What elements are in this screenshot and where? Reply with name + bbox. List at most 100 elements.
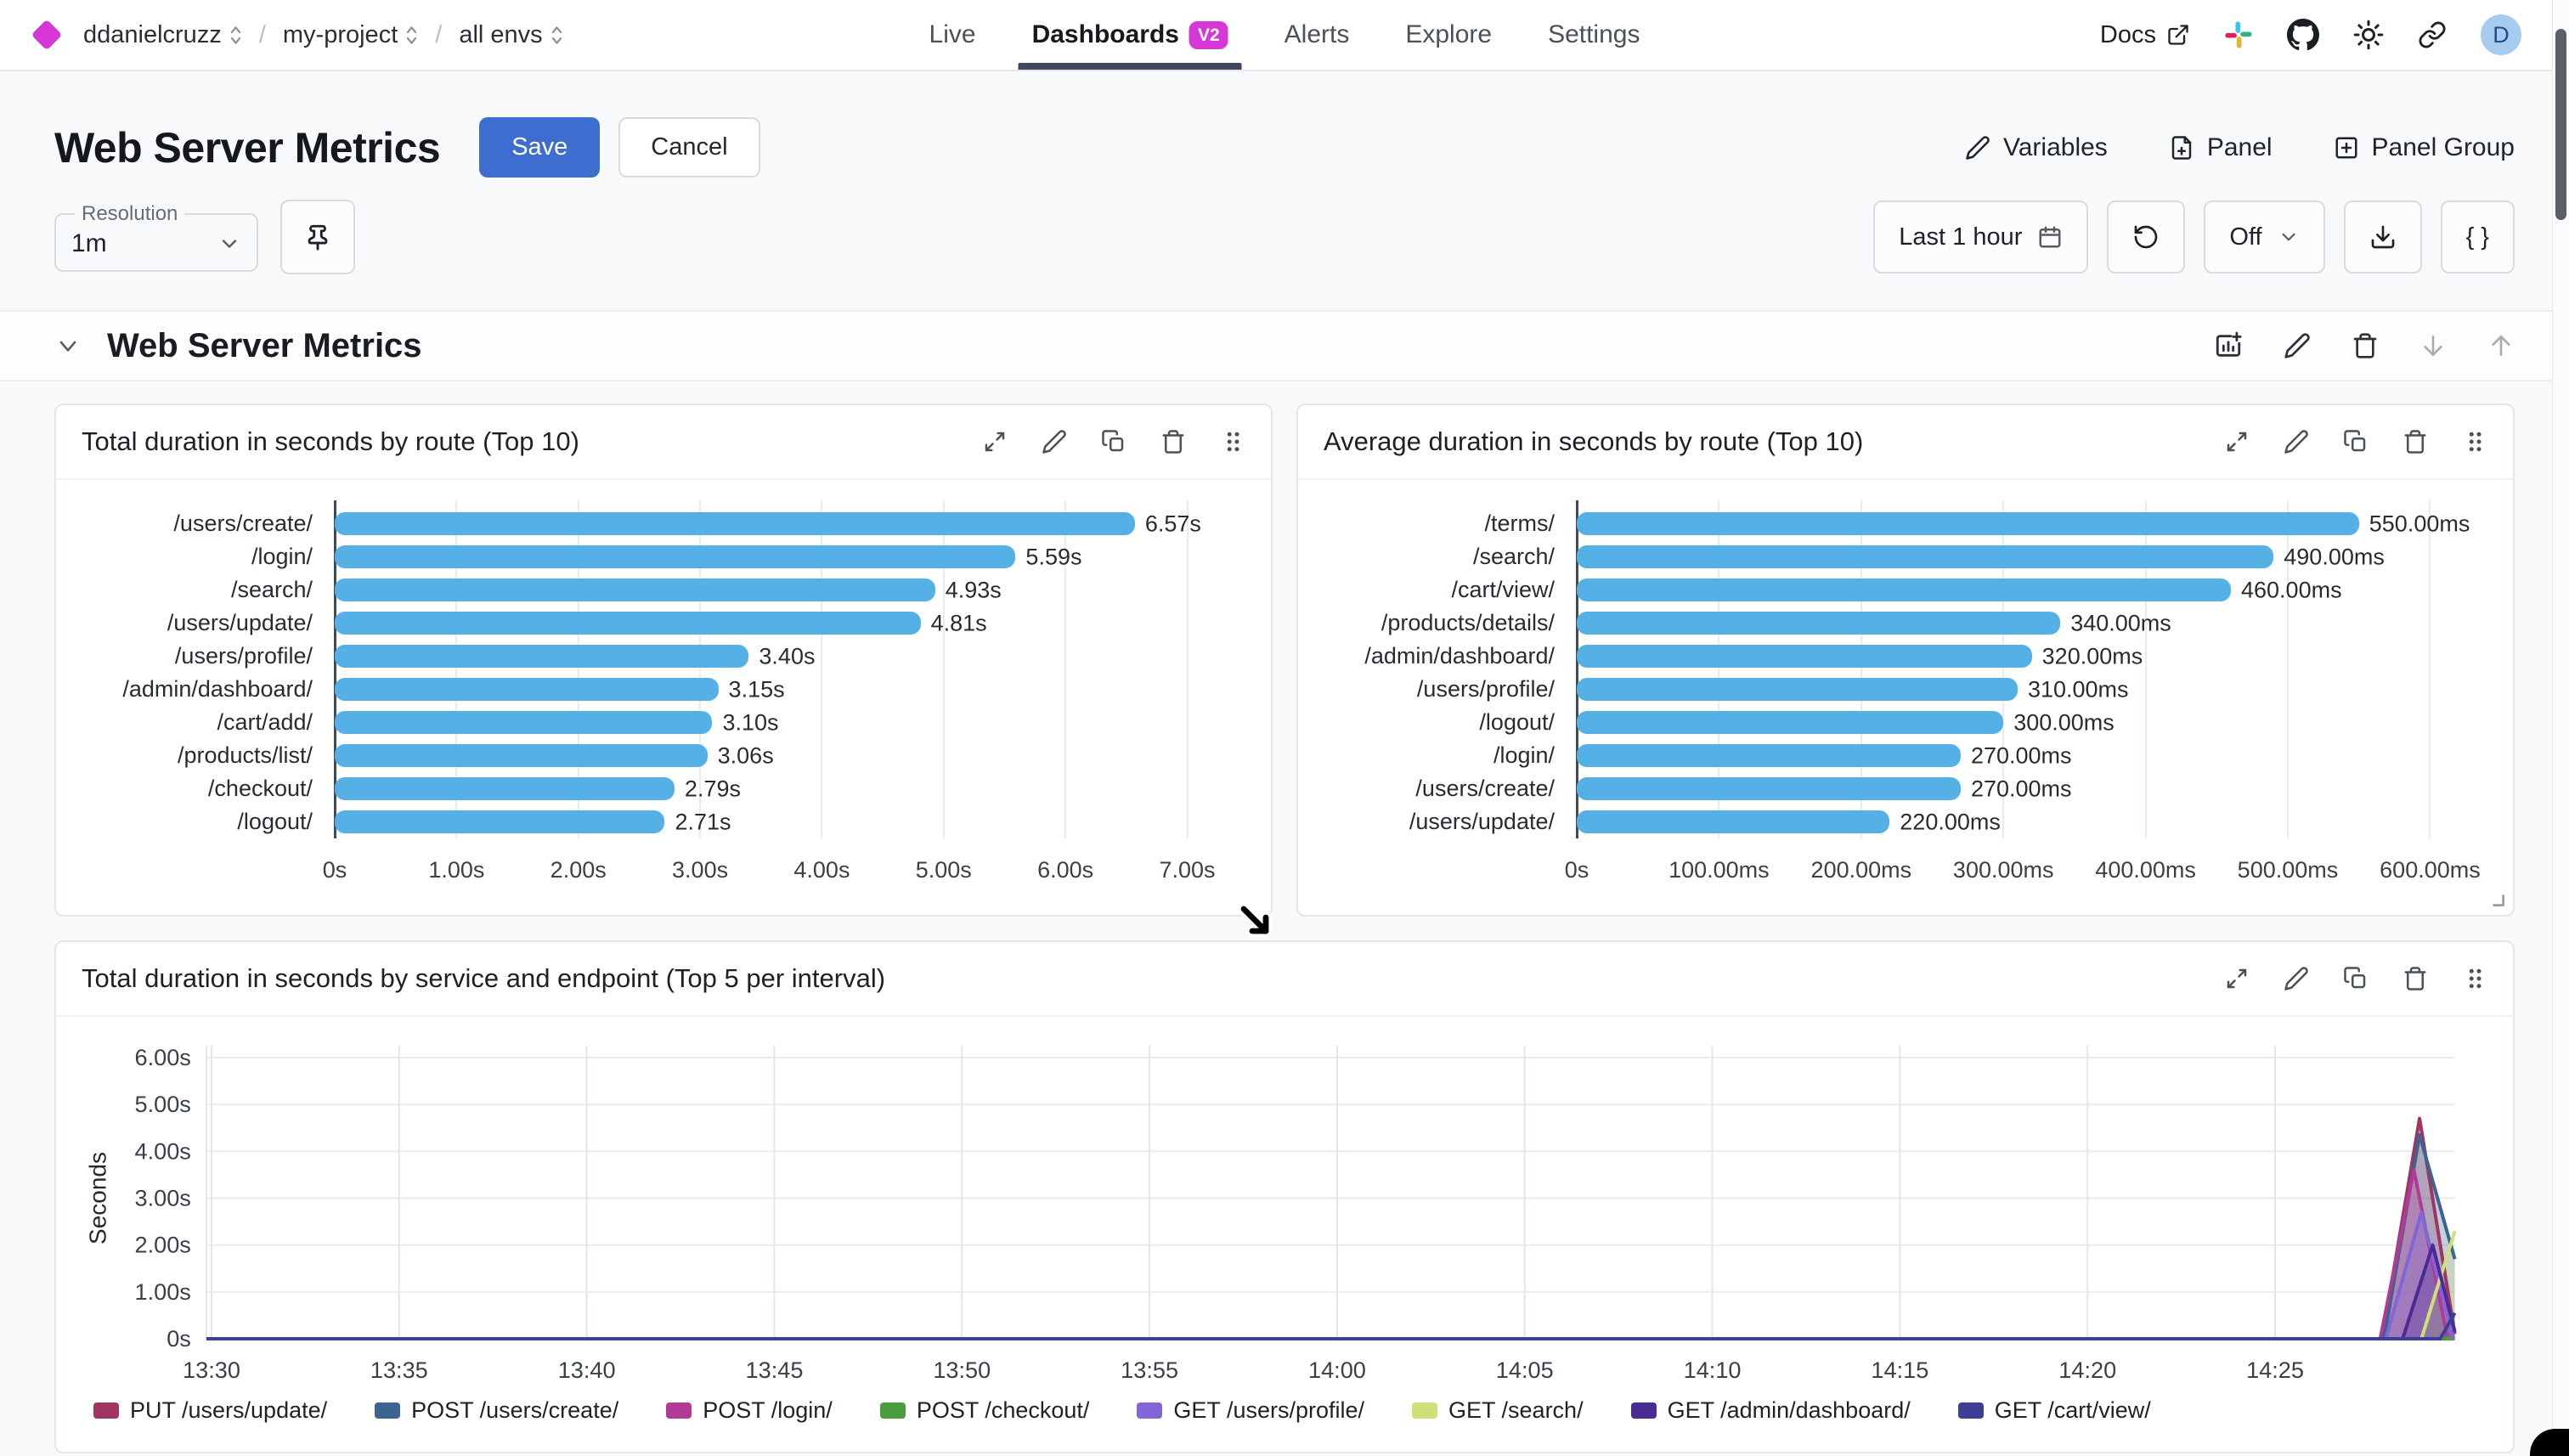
drag-handle-icon bbox=[1227, 432, 1239, 452]
duplicate-panel-button[interactable] bbox=[2343, 429, 2369, 454]
delete-panel-button[interactable] bbox=[2402, 966, 2428, 991]
bar-track: 340.00ms bbox=[1577, 607, 2476, 640]
bar[interactable] bbox=[1577, 545, 2274, 568]
legend-item[interactable]: PUT /users/update/ bbox=[93, 1397, 327, 1424]
bar[interactable] bbox=[1577, 711, 2004, 734]
theme-sun-icon[interactable] bbox=[2353, 20, 2384, 50]
legend-item[interactable]: GET /users/profile/ bbox=[1137, 1397, 1364, 1424]
duplicate-icon bbox=[1102, 430, 1124, 452]
bar-value-label: 3.15s bbox=[728, 676, 785, 702]
refresh-button[interactable] bbox=[2107, 200, 2186, 274]
bar[interactable] bbox=[1577, 612, 2061, 635]
brand-logo-diamond-icon[interactable] bbox=[31, 19, 63, 51]
tab-settings[interactable]: Settings bbox=[1548, 0, 1640, 70]
bar[interactable] bbox=[335, 810, 665, 833]
x-axis-tick-label: 300.00ms bbox=[1952, 857, 2054, 883]
legend-item[interactable]: GET /search/ bbox=[1412, 1397, 1584, 1424]
bar-row: /terms/ 550.00ms bbox=[1313, 507, 2476, 540]
page-scrollbar[interactable] bbox=[2552, 0, 2569, 1456]
collapse-section-button[interactable] bbox=[54, 332, 82, 359]
legend-label: GET /admin/dashboard/ bbox=[1667, 1397, 1911, 1423]
delete-panel-button[interactable] bbox=[1160, 429, 1186, 454]
gridline bbox=[942, 500, 945, 838]
bar-category-label: /products/details/ bbox=[1380, 610, 1555, 635]
bar-track: 3.15s bbox=[335, 673, 1234, 706]
add-panel-button[interactable]: Panel bbox=[2169, 133, 2273, 162]
expand-panel-button[interactable] bbox=[982, 429, 1008, 454]
tab-live[interactable]: Live bbox=[929, 0, 976, 70]
bar[interactable] bbox=[1577, 678, 2018, 701]
tab-explore[interactable]: Explore bbox=[1405, 0, 1492, 70]
bar-category-label: /login/ bbox=[1493, 742, 1555, 768]
add-panel-group-button[interactable]: Panel Group bbox=[2334, 133, 2515, 162]
bar-value-label: 6.57s bbox=[1144, 511, 1201, 536]
time-series-chart[interactable]: 0s 1.00s 2.00s 3.00s 4.00s 5.00s 6.00s 13:30 13:… bbox=[56, 1020, 2513, 1394]
bar[interactable] bbox=[1577, 744, 1961, 767]
bar[interactable] bbox=[335, 777, 675, 800]
panel-resize-handle[interactable] bbox=[2489, 891, 2506, 908]
breadcrumb-item[interactable]: all envs bbox=[459, 21, 562, 49]
github-icon[interactable] bbox=[2287, 19, 2319, 51]
bar[interactable] bbox=[335, 512, 1135, 535]
breadcrumb-item[interactable]: my-project bbox=[283, 21, 418, 49]
expand-panel-button[interactable] bbox=[2224, 966, 2250, 991]
expand-panel-button[interactable] bbox=[2224, 429, 2250, 454]
bar-category-label: /checkout/ bbox=[207, 776, 313, 801]
bar-track: 320.00ms bbox=[1577, 640, 2476, 673]
add-panel-to-group-button[interactable] bbox=[2214, 331, 2243, 360]
bar[interactable] bbox=[1577, 645, 2032, 668]
drag-panel-handle[interactable] bbox=[2462, 429, 2487, 454]
drag-panel-handle[interactable] bbox=[1220, 429, 1245, 454]
slack-icon[interactable] bbox=[2224, 20, 2253, 49]
legend-item[interactable]: POST /login/ bbox=[666, 1397, 833, 1424]
bar[interactable] bbox=[1577, 578, 2231, 601]
bar-category-label: /logout/ bbox=[1479, 709, 1555, 735]
svg-text:14:05: 14:05 bbox=[1496, 1357, 1554, 1383]
bar[interactable] bbox=[335, 678, 719, 701]
edit-section-button[interactable] bbox=[2284, 332, 2311, 359]
bar[interactable] bbox=[1577, 512, 2359, 535]
move-section-up-button[interactable] bbox=[2487, 332, 2515, 359]
share-link-icon[interactable] bbox=[2418, 20, 2447, 49]
json-view-button[interactable]: { } bbox=[2440, 200, 2515, 274]
edit-panel-button[interactable] bbox=[2284, 966, 2309, 991]
cancel-button[interactable]: Cancel bbox=[618, 117, 760, 178]
bar[interactable] bbox=[1577, 777, 1961, 800]
legend-item[interactable]: GET /admin/dashboard/ bbox=[1630, 1397, 1911, 1424]
move-section-down-button[interactable] bbox=[2419, 332, 2447, 359]
bar[interactable] bbox=[335, 578, 935, 601]
legend-item[interactable]: POST /checkout/ bbox=[879, 1397, 1089, 1424]
drag-panel-handle[interactable] bbox=[2462, 966, 2487, 991]
time-range-button[interactable]: Last 1 hour bbox=[1873, 200, 2089, 274]
legend-item[interactable]: POST /users/create/ bbox=[375, 1397, 618, 1424]
bar[interactable] bbox=[335, 744, 708, 767]
bar[interactable] bbox=[335, 545, 1016, 568]
tab-dashboards[interactable]: Dashboards V2 bbox=[1018, 0, 1242, 70]
edit-panel-button[interactable] bbox=[1042, 429, 1067, 454]
auto-refresh-select[interactable]: Off bbox=[2204, 200, 2325, 274]
avatar[interactable]: D bbox=[2481, 14, 2521, 55]
delete-panel-button[interactable] bbox=[2402, 429, 2428, 454]
docs-link[interactable]: Docs bbox=[2100, 21, 2190, 49]
duplicate-panel-button[interactable] bbox=[2343, 966, 2369, 991]
bar[interactable] bbox=[335, 612, 921, 635]
tab-alerts[interactable]: Alerts bbox=[1284, 0, 1350, 70]
edit-panel-button[interactable] bbox=[2284, 429, 2309, 454]
breadcrumb-item[interactable]: ddanielcruzz bbox=[83, 21, 242, 49]
svg-text:14:20: 14:20 bbox=[2058, 1357, 2116, 1383]
duplicate-panel-button[interactable] bbox=[1101, 429, 1126, 454]
pin-icon bbox=[308, 224, 328, 251]
delete-section-button[interactable] bbox=[2352, 332, 2379, 359]
bar[interactable] bbox=[1577, 810, 1890, 833]
download-button[interactable] bbox=[2343, 200, 2422, 274]
pin-resolution-button[interactable] bbox=[280, 200, 355, 274]
bar-chart-average-duration: /terms/ 550.00ms /search/ 490.00ms /cart… bbox=[1298, 480, 2513, 915]
legend-item[interactable]: GET /cart/view/ bbox=[1957, 1397, 2151, 1424]
legend-swatch bbox=[93, 1402, 119, 1419]
bar[interactable] bbox=[335, 711, 713, 734]
save-button[interactable]: Save bbox=[479, 117, 601, 178]
scrollbar-thumb[interactable] bbox=[2555, 29, 2566, 220]
resolution-select[interactable]: Resolution 1m bbox=[54, 202, 258, 272]
variables-button[interactable]: Variables bbox=[1965, 133, 2108, 162]
bar[interactable] bbox=[335, 645, 749, 668]
